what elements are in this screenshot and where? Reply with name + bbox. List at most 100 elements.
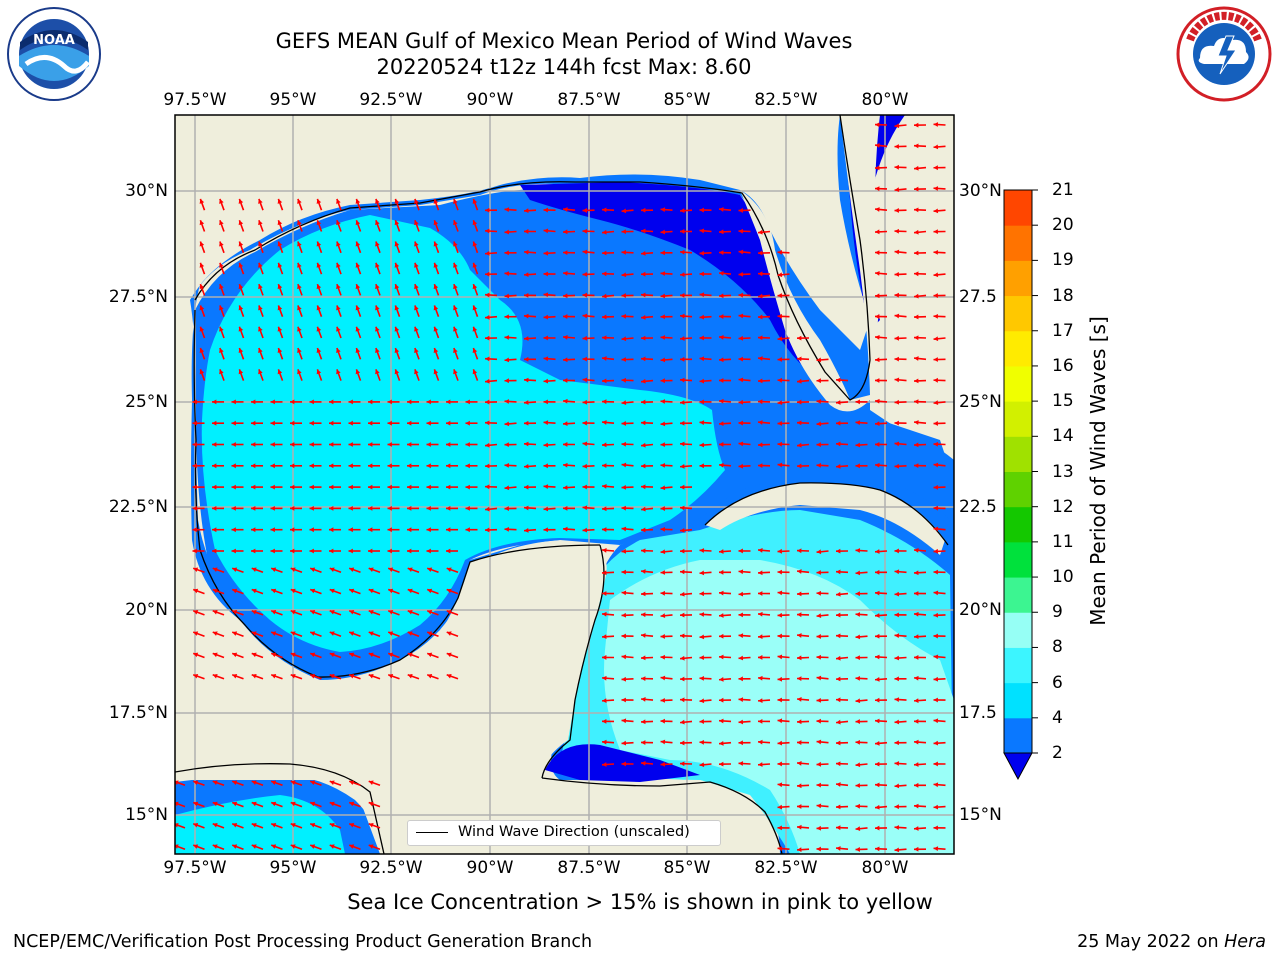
wind-arrow-head [777,676,783,682]
wind-arrow-head [219,262,224,268]
wind-arrow-head [758,271,763,277]
wind-arrow-head [777,313,783,319]
wind-arrow-head [524,336,529,341]
wind-arrow-head [602,335,607,341]
wind-arrow-head [472,369,478,375]
wind-arrow-head [894,761,900,766]
wind-arrow-head [777,697,782,703]
wind-arrow-head [232,567,238,572]
wind-arrow-head [563,526,568,532]
wind-arrow-head [602,314,607,320]
wind-arrow-head [297,369,302,375]
wind-arrow-head [543,420,549,426]
wind-arrow-head [719,442,724,447]
wind-arrow-head [933,462,939,468]
wind-arrow-head [427,631,433,636]
wind-arrow-head [621,336,627,342]
wind-arrow-head [719,334,724,340]
wind-arrow-head [212,844,218,849]
wind-arrow-head [894,847,900,853]
wind-arrow-head [758,356,763,361]
wind-arrow-head [641,612,646,618]
wind-arrow-head [543,442,549,448]
wind-arrow-head [414,241,419,247]
wind-arrow-head [387,442,392,447]
wind-arrow-head [797,548,802,554]
wind-arrow-head [758,570,763,576]
wind-arrow-head [472,348,478,353]
wind-arrow-head [699,335,704,341]
wind-arrow-head [472,305,478,311]
wind-arrow-head [777,250,783,255]
wind-arrow-head [660,463,666,468]
wind-arrow-head [738,655,744,661]
wind-arrow-head [933,313,939,319]
wind-arrow-head [485,356,490,362]
wind-arrow-head [192,484,197,490]
wind-arrow-head [816,846,821,852]
wind-arrow-head [836,825,841,831]
wind-arrow-head [193,610,199,615]
wind-arrow-head [758,293,763,299]
wind-arrow-head [465,399,470,405]
wind-arrow-head [660,357,666,363]
wind-arrow-head [193,844,199,849]
wind-arrow-head [875,442,880,447]
wind-arrow-head [426,463,431,469]
wind-arrow-head [193,780,199,785]
legend-label: Wind Wave Direction (unscaled) [458,824,690,840]
wind-arrow-head [251,506,256,511]
wind-arrow-head [329,399,334,405]
wind-arrow-head [297,262,302,268]
wind-arrow-head [738,591,744,597]
wind-arrow-head [212,527,217,533]
wind-arrow-head [251,399,256,405]
wind-arrow-head [427,673,433,679]
wind-arrow-head [914,826,919,831]
wind-arrow-head [212,548,217,554]
wind-arrow-head [309,484,314,490]
wind-arrow-head [271,823,277,828]
wind-arrow-head [719,250,724,256]
wind-arrow-head [738,740,743,746]
wind-arrow-head [310,823,316,828]
colorbar-segment [1004,330,1032,367]
colorbar-segment [1004,577,1032,613]
wind-arrow-head [894,356,899,362]
wind-arrow-head [192,548,197,554]
wind-arrow-head [524,272,529,277]
wind-arrow-head [855,634,861,640]
wind-arrow-head [414,348,419,353]
wind-arrow-head [699,591,704,597]
wind-arrow-head [199,326,205,332]
wind-arrow-head [336,241,341,247]
wind-arrow-head [875,143,880,148]
wind-arrow-head [543,335,548,341]
colorbar-tick-label: 8 [1052,637,1063,658]
wind-arrow-head [894,249,900,255]
wind-arrow-head [349,673,355,679]
wind-arrow-head [914,420,919,425]
wind-arrow-head [680,313,685,319]
wind-arrow-head [719,271,724,276]
wind-arrow-head [290,631,296,636]
wind-arrow-head [543,506,549,512]
wind-arrow-head [641,655,646,661]
wind-arrow-head [407,442,412,447]
wind-arrow-head [251,463,256,469]
wind-arrow-head [375,369,380,375]
wind-arrow-head [446,399,451,405]
wind-arrow-head [933,804,939,810]
wind-arrow-head [407,420,412,426]
wind-arrow-head [894,612,899,618]
y-tick-label-left: 30°N [125,181,168,201]
wind-arrow-head [914,378,919,384]
wind-arrow-head [738,548,743,554]
wind-arrow-head [933,505,938,511]
wind-arrow-head [348,399,353,405]
wind-arrow-head [290,844,296,849]
wind-arrow-head [836,655,841,661]
wind-arrow-head [621,400,627,406]
wind-arrow-head [777,846,783,852]
wind-arrow-head [797,335,802,341]
